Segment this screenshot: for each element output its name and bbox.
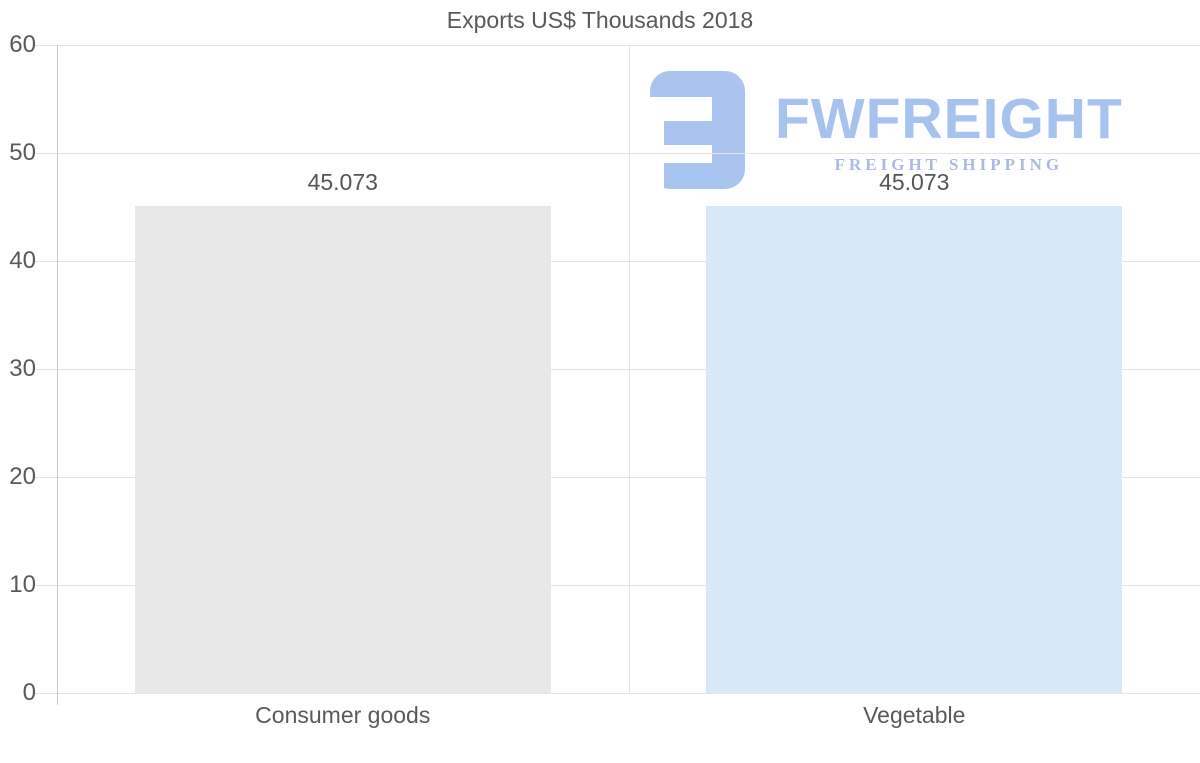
watermark-text: FWFREIGHT FREIGHT SHIPPING: [775, 91, 1123, 175]
y-gridline: [35, 153, 1200, 154]
y-axis-tick-label: 30: [9, 355, 36, 382]
y-axis-tick-label: 50: [9, 139, 36, 166]
watermark-tagline: FREIGHT SHIPPING: [834, 155, 1064, 174]
logo-icon-body: [650, 71, 745, 189]
bar-value-label: 45.073: [307, 169, 378, 196]
x-axis-category-label: Consumer goods: [255, 702, 431, 728]
y-gridline: [35, 693, 1200, 694]
y-gridline: [35, 585, 1200, 586]
bar-value-label: 45.073: [879, 169, 950, 196]
bar-vegetable[interactable]: [706, 206, 1123, 693]
y-axis-tick-label: 60: [9, 31, 36, 58]
x-axis-category-label: Vegetable: [863, 702, 966, 728]
y-gridline: [35, 369, 1200, 370]
chart-title: Exports US$ Thousands 2018: [446, 7, 754, 33]
logo-icon-left-indent: [650, 121, 664, 189]
y-gridline: [35, 261, 1200, 262]
y-axis-tick-label: 0: [22, 679, 36, 706]
watermark-logo: FWFREIGHT FREIGHT SHIPPING: [650, 71, 1123, 189]
y-axis-tick-label: 40: [9, 247, 36, 274]
watermark-brand: FWFREIGHT: [775, 87, 1123, 151]
y-axis-line: [57, 45, 58, 705]
y-gridline: [35, 477, 1200, 478]
y-axis-tick-label: 20: [9, 463, 36, 490]
logo-icon-notch-lower: [650, 145, 712, 163]
y-axis-tick-label: 10: [9, 571, 36, 598]
bar-consumer-goods[interactable]: [134, 206, 551, 693]
y-gridline: [35, 45, 1200, 46]
fwfreight-logo-icon: [650, 71, 745, 189]
logo-icon-notch-upper: [650, 97, 712, 121]
category-boundary-gridline: [628, 45, 630, 693]
